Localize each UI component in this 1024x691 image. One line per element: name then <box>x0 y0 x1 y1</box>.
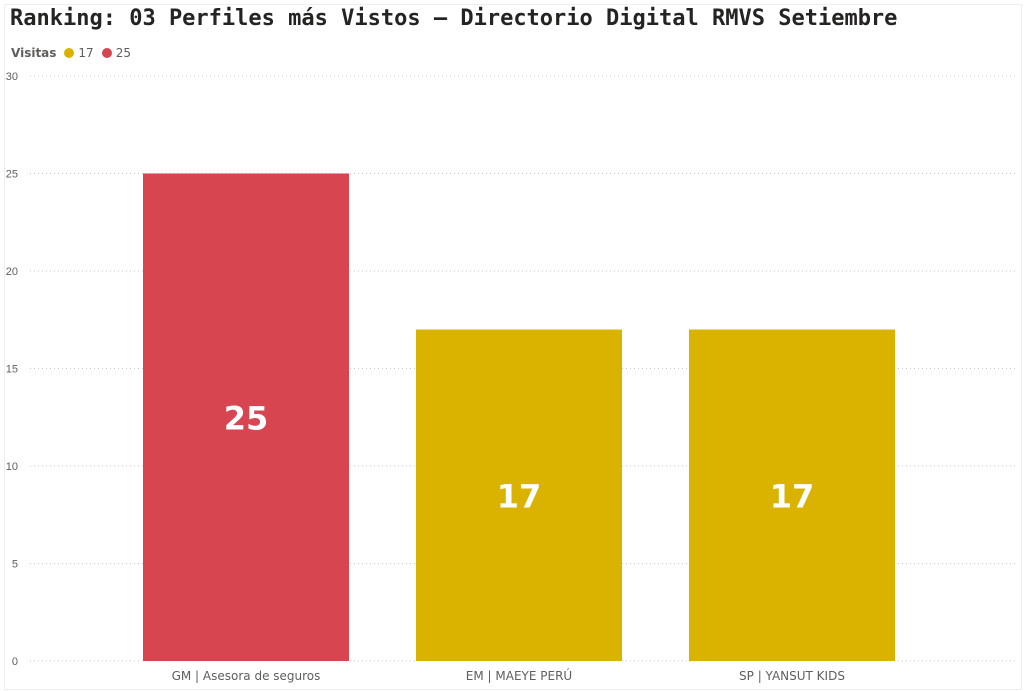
legend-entry-25: 25 <box>115 46 131 60</box>
x-tick-label: GM | Asesora de seguros <box>172 669 321 683</box>
y-tick-label: 30 <box>6 71 18 83</box>
y-tick-label: 20 <box>6 266 18 278</box>
y-tick-label: 10 <box>6 461 18 473</box>
x-tick-label: EM | MAEYE PERÚ <box>466 668 572 683</box>
legend: Visitas 17 25 <box>11 46 131 60</box>
y-tick-label: 25 <box>6 169 18 181</box>
data-label: 17 <box>770 477 815 515</box>
y-tick-label: 0 <box>12 656 18 668</box>
bar <box>143 173 349 661</box>
legend-marker-25 <box>101 48 112 58</box>
legend-entry-17: 17 <box>78 46 94 60</box>
x-tick-label: SP | YANSUT KIDS <box>739 669 845 683</box>
bar <box>689 329 895 661</box>
y-tick-label: 5 <box>12 559 18 571</box>
data-label: 17 <box>497 477 542 515</box>
chart-title: Ranking: 03 Perfiles más Vistos – Direct… <box>10 6 898 31</box>
legend-marker-17 <box>64 48 75 58</box>
data-label: 25 <box>224 399 269 437</box>
bar <box>416 329 622 661</box>
legend-title: Visitas <box>11 46 57 60</box>
y-tick-label: 15 <box>6 364 18 376</box>
